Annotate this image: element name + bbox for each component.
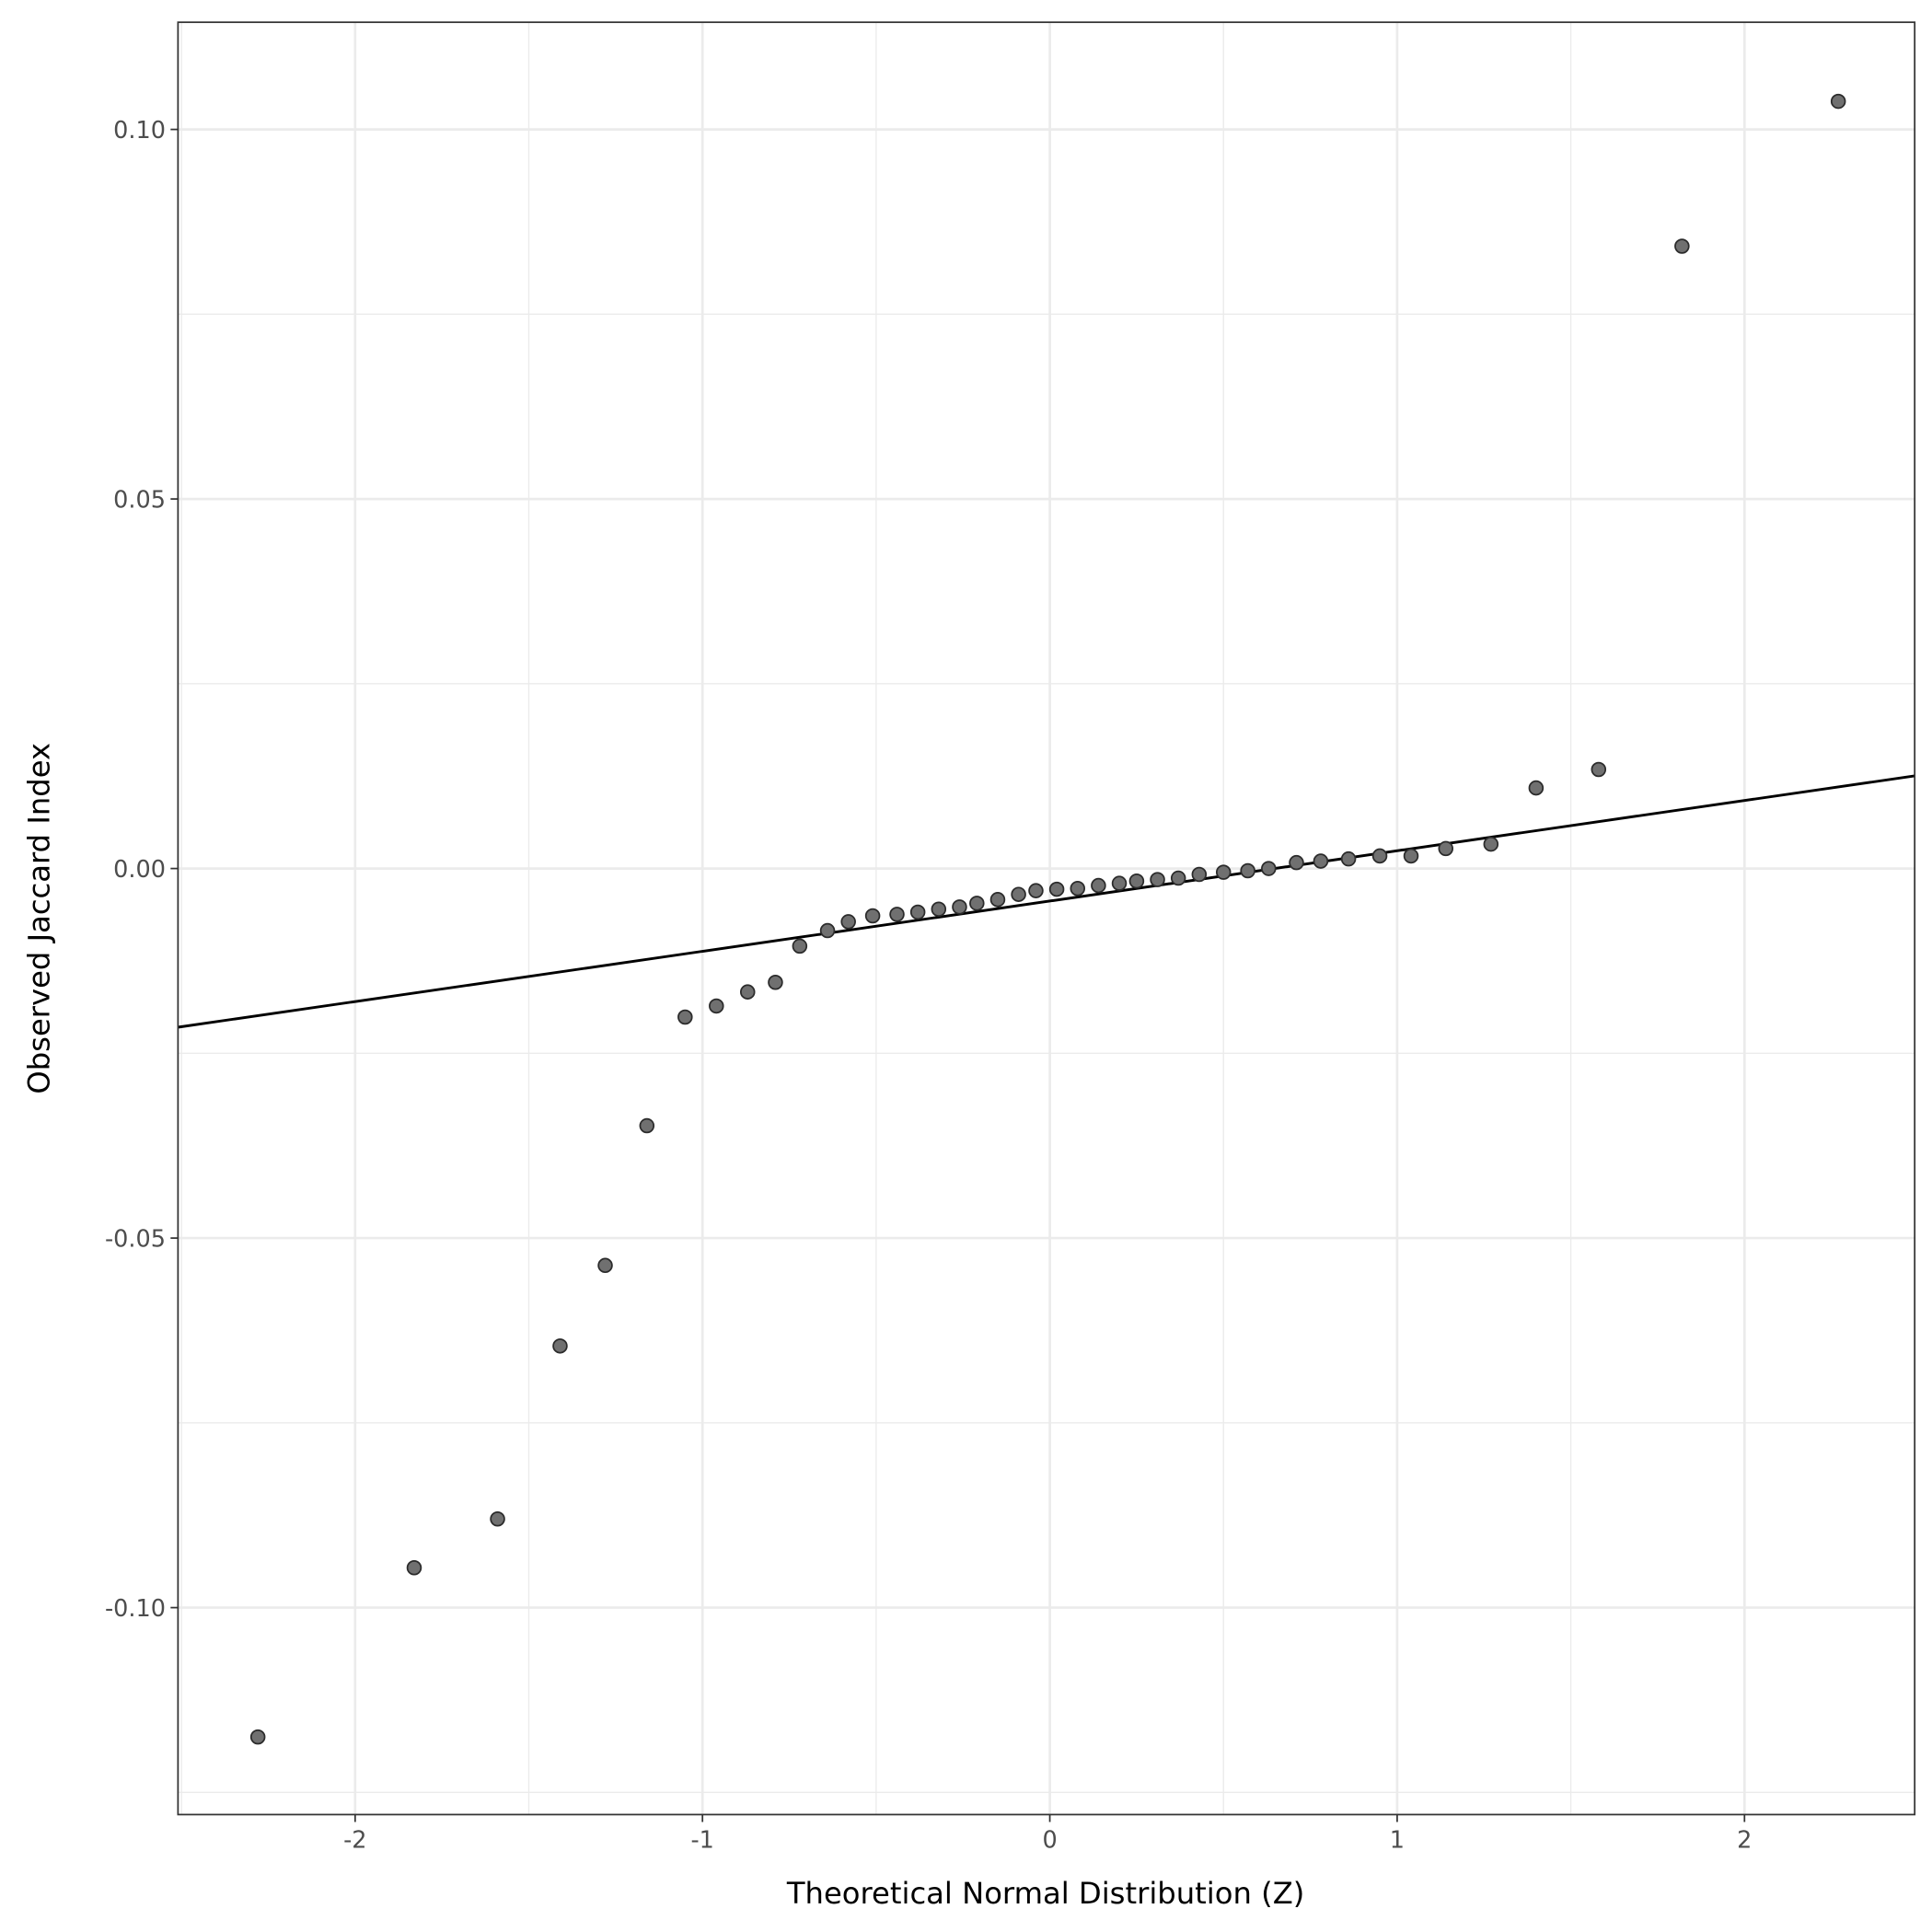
data-point — [909, 904, 926, 920]
data-point — [864, 908, 881, 924]
x-tick-label: 0 — [1042, 1827, 1057, 1855]
data-point — [1289, 854, 1304, 871]
data-point — [1170, 870, 1186, 886]
data-point — [931, 901, 947, 918]
data-point — [1048, 881, 1065, 897]
data-point — [989, 892, 1006, 908]
data-point — [1528, 780, 1544, 796]
data-point — [819, 922, 836, 939]
major-gridlines — [178, 22, 1915, 1815]
y-axis-title: Observed Jaccard Index — [22, 743, 57, 1094]
data-point — [406, 1559, 422, 1576]
data-point — [1091, 877, 1106, 894]
data-point — [1070, 881, 1086, 897]
data-point — [840, 914, 856, 930]
data-point — [677, 1009, 693, 1025]
data-point — [768, 974, 783, 990]
y-tick-label: 0.05 — [113, 487, 166, 515]
data-point — [1313, 853, 1329, 869]
data-point — [1371, 848, 1388, 864]
data-point — [1111, 875, 1128, 891]
data-point — [1150, 872, 1165, 887]
y-axis: -0.10 -0.05 0.00 0.05 0.10 — [105, 117, 179, 1623]
x-tick-label: 2 — [1737, 1827, 1752, 1855]
data-point — [639, 1117, 655, 1134]
data-point — [1340, 850, 1357, 867]
data-point — [709, 998, 724, 1014]
data-point — [1674, 238, 1690, 254]
data-point — [969, 896, 985, 911]
data-points — [249, 93, 1846, 1745]
minor-gridlines — [178, 22, 1915, 1815]
reference-line — [178, 774, 1915, 1029]
y-tick-label: -0.05 — [105, 1225, 166, 1253]
data-point — [490, 1510, 505, 1527]
data-point — [1403, 848, 1419, 864]
data-point — [739, 984, 756, 1000]
data-point — [952, 899, 967, 915]
data-point — [889, 907, 905, 922]
data-point — [1215, 864, 1232, 880]
x-tick-label: -2 — [343, 1827, 366, 1855]
x-tick-label: -1 — [690, 1827, 713, 1855]
panel-border — [177, 21, 1916, 1816]
data-point — [552, 1338, 568, 1354]
y-tick-label: 0.10 — [113, 117, 166, 145]
data-point — [597, 1257, 613, 1274]
data-point — [792, 938, 808, 954]
x-tick-label: 1 — [1390, 1827, 1405, 1855]
data-point — [1128, 873, 1145, 889]
data-point — [1483, 836, 1499, 852]
x-axis: -2 -1 0 1 2 — [343, 1814, 1752, 1855]
data-point — [1261, 861, 1277, 876]
data-point — [1191, 866, 1208, 883]
x-axis-title: Theoretical Normal Distribution (Z) — [786, 1876, 1304, 1911]
data-point — [1240, 862, 1255, 879]
data-point — [1028, 883, 1044, 898]
data-point — [1438, 840, 1454, 857]
y-tick-label: 0.00 — [113, 856, 166, 884]
y-tick-label: -0.10 — [105, 1595, 166, 1623]
data-point — [1011, 886, 1026, 902]
data-point — [1591, 761, 1607, 778]
data-point — [1830, 93, 1846, 110]
data-point — [249, 1729, 266, 1745]
